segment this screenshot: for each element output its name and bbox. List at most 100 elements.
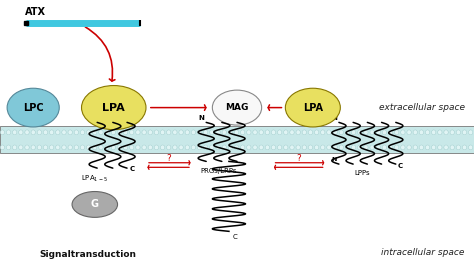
Ellipse shape (444, 130, 448, 135)
Ellipse shape (333, 145, 337, 150)
Ellipse shape (327, 130, 331, 135)
Ellipse shape (123, 130, 128, 135)
Ellipse shape (234, 145, 238, 150)
Ellipse shape (265, 145, 269, 150)
Ellipse shape (444, 145, 448, 150)
Ellipse shape (296, 130, 300, 135)
Ellipse shape (222, 130, 226, 135)
Ellipse shape (179, 130, 183, 135)
Ellipse shape (6, 145, 10, 150)
Circle shape (72, 192, 118, 217)
Ellipse shape (277, 130, 282, 135)
Ellipse shape (37, 145, 42, 150)
Ellipse shape (450, 145, 454, 150)
Ellipse shape (136, 130, 140, 135)
Text: N: N (198, 115, 204, 121)
Ellipse shape (191, 130, 195, 135)
Ellipse shape (160, 130, 165, 135)
Ellipse shape (31, 130, 35, 135)
Ellipse shape (302, 145, 306, 150)
Ellipse shape (364, 145, 368, 150)
Ellipse shape (425, 130, 429, 135)
Ellipse shape (351, 145, 356, 150)
Ellipse shape (302, 130, 306, 135)
Ellipse shape (111, 145, 115, 150)
Ellipse shape (62, 145, 66, 150)
Ellipse shape (357, 130, 362, 135)
Ellipse shape (7, 88, 59, 127)
Ellipse shape (55, 145, 60, 150)
Ellipse shape (462, 145, 466, 150)
Ellipse shape (382, 130, 386, 135)
Ellipse shape (351, 130, 356, 135)
Ellipse shape (129, 130, 134, 135)
Ellipse shape (314, 130, 319, 135)
Ellipse shape (265, 130, 269, 135)
Ellipse shape (283, 130, 288, 135)
Ellipse shape (86, 130, 91, 135)
Text: LPA$_{1-5}$: LPA$_{1-5}$ (82, 174, 108, 184)
Ellipse shape (154, 130, 158, 135)
Text: ATX: ATX (25, 8, 46, 17)
Ellipse shape (407, 130, 411, 135)
Ellipse shape (431, 130, 436, 135)
Ellipse shape (136, 145, 140, 150)
Ellipse shape (166, 130, 171, 135)
Text: intracellular space: intracellular space (381, 248, 465, 257)
Ellipse shape (240, 130, 245, 135)
Ellipse shape (314, 145, 319, 150)
Ellipse shape (327, 145, 331, 150)
Ellipse shape (285, 88, 340, 127)
Ellipse shape (173, 130, 177, 135)
Ellipse shape (290, 145, 294, 150)
Text: LPA: LPA (303, 102, 323, 113)
Ellipse shape (99, 145, 103, 150)
Ellipse shape (18, 130, 23, 135)
Ellipse shape (339, 145, 343, 150)
Ellipse shape (253, 145, 257, 150)
Ellipse shape (364, 130, 368, 135)
Ellipse shape (142, 145, 146, 150)
Ellipse shape (222, 145, 226, 150)
Ellipse shape (339, 130, 343, 135)
Ellipse shape (203, 145, 208, 150)
Ellipse shape (468, 145, 473, 150)
Ellipse shape (92, 130, 97, 135)
Ellipse shape (308, 130, 312, 135)
Ellipse shape (216, 130, 220, 135)
Ellipse shape (49, 130, 54, 135)
Ellipse shape (117, 145, 121, 150)
Ellipse shape (31, 145, 35, 150)
Text: extracellular space: extracellular space (379, 103, 465, 112)
Ellipse shape (179, 145, 183, 150)
Ellipse shape (320, 130, 325, 135)
Ellipse shape (438, 145, 442, 150)
Text: LPA: LPA (102, 102, 125, 113)
Ellipse shape (376, 130, 380, 135)
Ellipse shape (86, 145, 91, 150)
Ellipse shape (246, 130, 251, 135)
Text: N: N (332, 115, 337, 121)
Bar (0, 126, 474, 153)
Ellipse shape (370, 130, 374, 135)
Ellipse shape (92, 145, 97, 150)
Ellipse shape (413, 145, 417, 150)
Ellipse shape (468, 130, 473, 135)
Ellipse shape (382, 145, 386, 150)
Ellipse shape (425, 145, 429, 150)
Ellipse shape (419, 130, 423, 135)
Ellipse shape (228, 130, 232, 135)
Ellipse shape (456, 130, 460, 135)
Text: LPC: LPC (23, 102, 44, 113)
Ellipse shape (271, 130, 275, 135)
Ellipse shape (308, 145, 312, 150)
Ellipse shape (49, 145, 54, 150)
Ellipse shape (450, 130, 454, 135)
Ellipse shape (283, 145, 288, 150)
Ellipse shape (253, 130, 257, 135)
Ellipse shape (166, 145, 171, 150)
Ellipse shape (25, 130, 29, 135)
Ellipse shape (191, 145, 195, 150)
Text: G: G (91, 199, 99, 210)
Ellipse shape (148, 130, 152, 135)
